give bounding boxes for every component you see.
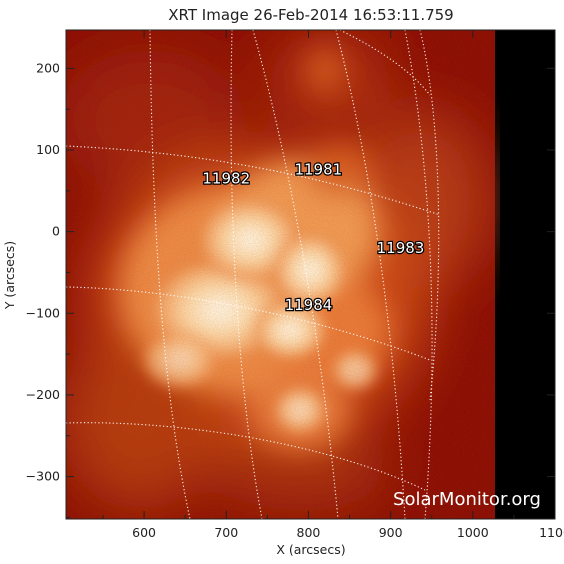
plot-frame	[65, 29, 556, 520]
y-tick-label: −100	[26, 305, 60, 320]
plot-title: XRT Image 26-Feb-2014 16:53:11.759	[168, 6, 453, 24]
y-axis: 200 100 0 −100 −200 −300	[26, 60, 555, 518]
x-tick-label: 1000	[457, 525, 489, 540]
ar-label: 11983	[377, 239, 425, 257]
x-tick-label: 900	[379, 525, 403, 540]
y-axis-label: Y (arcsecs)	[2, 241, 17, 310]
y-tick-label: 200	[36, 60, 60, 75]
y-tick-label: 0	[52, 224, 60, 239]
heliographic-grid	[66, 30, 441, 519]
y-tick-label: −200	[26, 387, 60, 402]
ar-label: 11984	[285, 296, 333, 314]
solar-image: 11982 11981 11983 11984 SolarMonitor.org	[66, 30, 555, 519]
x-axis: 600 700 800 900 1000 1100	[102, 30, 564, 540]
y-tick-label: −300	[26, 469, 60, 484]
active-region-labels: 11982 11981 11983 11984	[201, 159, 425, 315]
x-tick-label: 800	[297, 525, 321, 540]
x-tick-label: 700	[214, 525, 238, 540]
y-tick-label: 100	[36, 142, 60, 157]
ar-label: 11981	[294, 161, 342, 179]
x-tick-label: 600	[132, 525, 156, 540]
watermark: SolarMonitor.org	[393, 489, 541, 510]
x-axis-label: X (arcsecs)	[276, 542, 345, 557]
x-tick-label: 1100	[539, 525, 564, 540]
ar-label: 11982	[202, 170, 250, 188]
